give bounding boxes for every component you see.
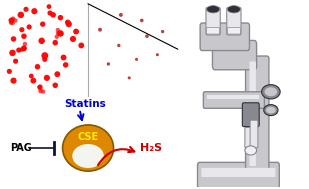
Point: [22, 47, 27, 50]
Point: [19, 48, 23, 51]
Point: [11, 79, 16, 82]
FancyBboxPatch shape: [245, 128, 253, 148]
Point: [38, 85, 43, 88]
Point: [53, 41, 58, 44]
Text: H₂S: H₂S: [140, 143, 162, 153]
Point: [55, 29, 60, 32]
Ellipse shape: [265, 87, 277, 96]
Point: [155, 53, 160, 56]
Point: [23, 43, 28, 46]
Point: [38, 87, 43, 90]
Point: [74, 30, 78, 33]
Point: [37, 86, 42, 89]
FancyBboxPatch shape: [197, 162, 279, 188]
Point: [160, 30, 165, 33]
Point: [118, 13, 123, 16]
Point: [54, 35, 59, 38]
Point: [106, 62, 111, 66]
Point: [27, 26, 32, 29]
Point: [29, 74, 34, 77]
Point: [70, 37, 75, 40]
Point: [98, 28, 103, 31]
FancyBboxPatch shape: [250, 120, 258, 148]
Point: [9, 21, 14, 24]
Point: [53, 84, 58, 87]
FancyBboxPatch shape: [242, 103, 259, 127]
FancyBboxPatch shape: [201, 168, 275, 177]
Ellipse shape: [227, 6, 240, 13]
Point: [116, 44, 121, 47]
Point: [40, 23, 45, 26]
Point: [139, 19, 144, 22]
Text: Statins: Statins: [64, 99, 106, 109]
Point: [13, 60, 18, 63]
Point: [20, 48, 25, 51]
Ellipse shape: [207, 6, 220, 13]
Point: [22, 35, 27, 38]
Point: [66, 23, 71, 26]
Point: [18, 13, 23, 16]
Point: [10, 51, 15, 54]
Point: [44, 76, 49, 79]
Point: [79, 44, 84, 47]
Point: [134, 58, 139, 61]
Ellipse shape: [62, 125, 114, 171]
Text: CSE: CSE: [78, 132, 99, 142]
Point: [56, 32, 61, 35]
Point: [35, 65, 40, 68]
Ellipse shape: [72, 144, 104, 168]
Point: [55, 73, 60, 76]
FancyBboxPatch shape: [227, 28, 240, 34]
FancyBboxPatch shape: [249, 62, 256, 166]
Ellipse shape: [245, 146, 256, 155]
Point: [11, 17, 15, 20]
Point: [46, 5, 51, 8]
Point: [39, 39, 44, 42]
Point: [38, 90, 43, 93]
Point: [42, 54, 47, 57]
Point: [13, 19, 18, 22]
Point: [145, 35, 150, 38]
Point: [7, 70, 12, 73]
FancyBboxPatch shape: [227, 7, 241, 35]
Point: [31, 79, 36, 82]
Point: [58, 32, 63, 35]
FancyBboxPatch shape: [203, 92, 265, 108]
Point: [42, 58, 47, 61]
Ellipse shape: [264, 105, 278, 116]
Point: [63, 63, 68, 66]
Point: [58, 16, 63, 19]
Bar: [207, 95, 259, 99]
Point: [51, 13, 56, 16]
Point: [59, 33, 64, 36]
Point: [19, 28, 24, 31]
FancyBboxPatch shape: [200, 23, 249, 50]
Point: [48, 12, 53, 15]
Ellipse shape: [266, 107, 276, 114]
Point: [9, 19, 14, 22]
Ellipse shape: [262, 85, 280, 99]
FancyBboxPatch shape: [246, 56, 269, 172]
Point: [23, 8, 28, 11]
Point: [10, 21, 15, 24]
Point: [32, 10, 37, 13]
FancyBboxPatch shape: [206, 7, 220, 35]
Point: [40, 90, 45, 93]
Point: [16, 49, 21, 52]
Text: PAG: PAG: [10, 143, 32, 153]
Point: [22, 47, 27, 50]
Point: [61, 56, 66, 59]
Point: [11, 37, 16, 40]
FancyBboxPatch shape: [207, 28, 220, 34]
FancyBboxPatch shape: [213, 40, 256, 70]
Point: [127, 76, 132, 79]
Point: [65, 21, 70, 24]
